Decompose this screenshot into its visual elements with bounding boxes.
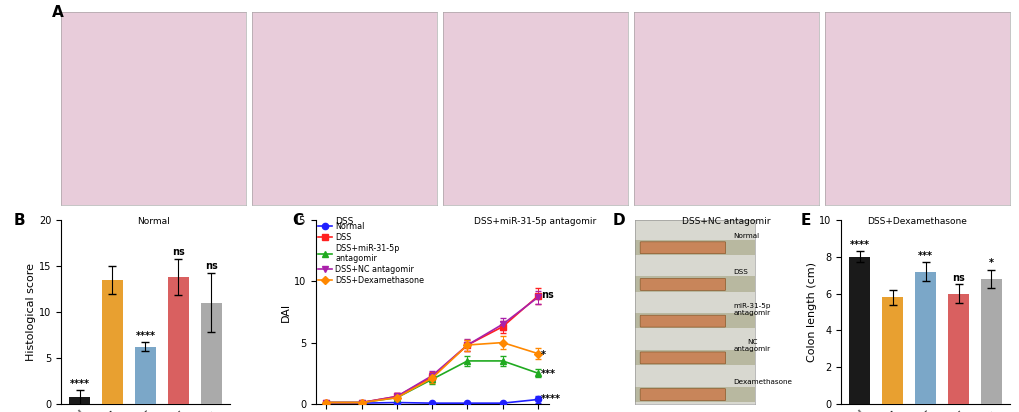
Y-axis label: DAI: DAI <box>281 302 290 321</box>
Bar <box>634 276 754 292</box>
Y-axis label: Colon length (cm): Colon length (cm) <box>806 262 816 362</box>
Bar <box>201 303 222 404</box>
FancyBboxPatch shape <box>640 242 725 254</box>
Text: ns: ns <box>205 261 217 271</box>
Text: C: C <box>292 213 304 228</box>
Bar <box>980 279 1001 404</box>
Bar <box>634 386 754 402</box>
Text: *: * <box>540 350 545 360</box>
FancyBboxPatch shape <box>640 389 725 400</box>
FancyBboxPatch shape <box>640 279 725 290</box>
Text: Normal: Normal <box>138 217 170 226</box>
Bar <box>634 240 754 255</box>
Text: A: A <box>52 5 63 20</box>
Bar <box>914 272 935 404</box>
Y-axis label: Histological score: Histological score <box>26 263 37 361</box>
Bar <box>102 280 123 404</box>
FancyBboxPatch shape <box>640 352 725 364</box>
Bar <box>881 297 903 404</box>
Text: ****: **** <box>136 331 155 341</box>
Text: B: B <box>14 213 25 228</box>
Text: ****: **** <box>849 239 869 250</box>
Text: ***: *** <box>540 370 555 379</box>
Bar <box>947 294 968 404</box>
Text: DSS+NC antagomir: DSS+NC antagomir <box>682 217 769 226</box>
Text: ***: *** <box>917 250 932 260</box>
Text: E: E <box>800 213 810 228</box>
Text: ns: ns <box>540 290 553 300</box>
Legend: Normal, DSS, DSS+miR-31-5p
antagomir, DSS+NC antagomir, DSS+Dexamethasone: Normal, DSS, DSS+miR-31-5p antagomir, DS… <box>317 222 424 285</box>
Text: ns: ns <box>951 273 964 283</box>
Text: DSS: DSS <box>335 217 354 226</box>
Text: DSS+miR-31-5p antagomir: DSS+miR-31-5p antagomir <box>474 217 596 226</box>
Text: D: D <box>612 213 625 228</box>
Bar <box>634 350 754 365</box>
Text: *: * <box>988 258 993 268</box>
Text: miR-31-5p
antagomir: miR-31-5p antagomir <box>733 302 770 316</box>
FancyBboxPatch shape <box>640 315 725 327</box>
Bar <box>167 277 189 404</box>
Text: DSS+Dexamethasone: DSS+Dexamethasone <box>866 217 966 226</box>
Text: DSS: DSS <box>733 269 748 275</box>
Bar <box>634 313 754 328</box>
Text: ****: **** <box>69 379 90 389</box>
Bar <box>135 347 156 404</box>
Text: ns: ns <box>172 247 184 257</box>
Text: Normal: Normal <box>733 233 759 239</box>
Text: ****: **** <box>540 394 560 405</box>
Bar <box>848 257 869 404</box>
Bar <box>69 397 90 404</box>
Text: NC
antagomir: NC antagomir <box>733 339 769 352</box>
Text: Dexamethasone: Dexamethasone <box>733 379 792 386</box>
